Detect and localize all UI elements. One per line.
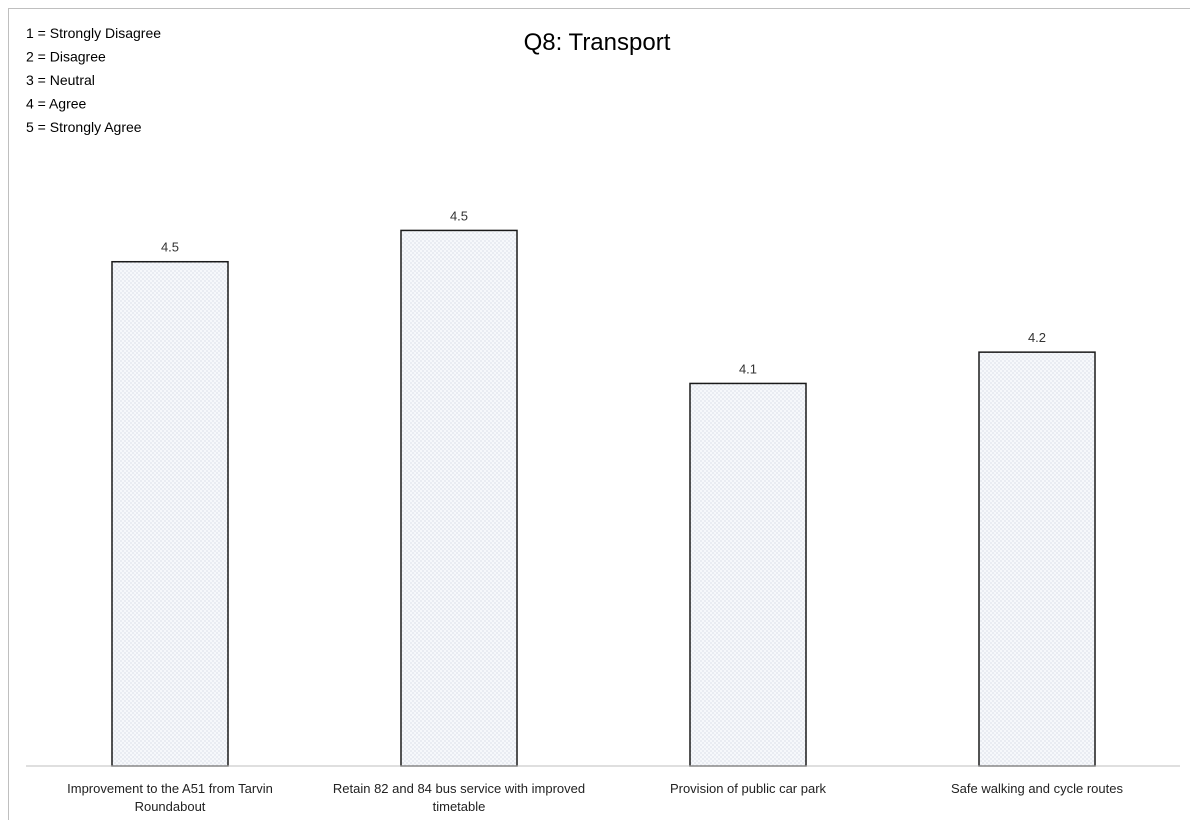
category-label: Retain 82 and 84 bus service with improv… (333, 781, 585, 796)
data-label: 4.5 (450, 208, 468, 223)
legend-line: 4 = Agree (26, 96, 87, 112)
category-label: Provision of public car park (670, 781, 827, 796)
category-labels: Improvement to the A51 from Tarvin Rounda… (67, 781, 1123, 814)
category-label: Safe walking and cycle routes (951, 781, 1123, 796)
bar (400, 229, 518, 767)
data-label: 4.2 (1028, 330, 1046, 345)
chart-frame (8, 8, 1190, 820)
legend-line: 1 = Strongly Disagree (26, 25, 161, 41)
legend-line: 3 = Neutral (26, 72, 95, 88)
legend-line: 2 = Disagree (26, 49, 106, 65)
legend-line: 5 = Strongly Agree (26, 119, 142, 135)
data-label: 4.1 (739, 361, 757, 376)
bars (111, 229, 1096, 767)
chart-title: Q8: Transport (524, 29, 671, 56)
rating-legend: 1 = Strongly Disagree 2 = Disagree 3 = Neu… (26, 25, 161, 135)
bar (111, 260, 229, 767)
bar (978, 351, 1096, 767)
bar (689, 382, 807, 767)
category-label: Roundabout (135, 799, 206, 814)
category-label: timetable (433, 799, 486, 814)
data-label: 4.5 (161, 240, 179, 255)
data-labels: 4.5 4.5 4.1 4.2 (161, 208, 1046, 376)
category-label: Improvement to the A51 from Tarvin (67, 781, 273, 796)
